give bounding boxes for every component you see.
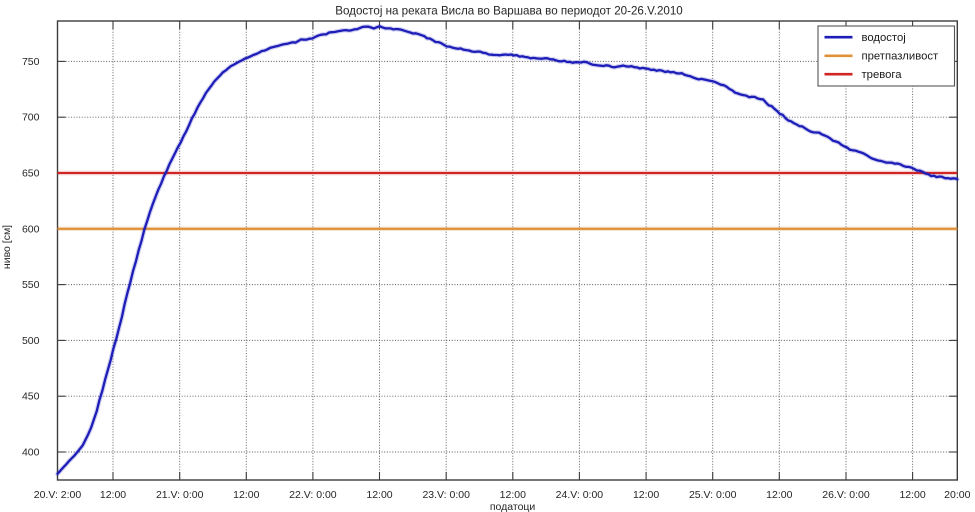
svg-text:12:00: 12:00 <box>500 489 526 501</box>
svg-text:24.V: 0:00: 24.V: 0:00 <box>556 489 604 501</box>
svg-text:500: 500 <box>22 335 40 347</box>
svg-text:12:00: 12:00 <box>899 489 925 501</box>
svg-text:20:00: 20:00 <box>944 489 970 501</box>
svg-text:претпазливост: претпазливост <box>862 51 939 63</box>
svg-text:12:00: 12:00 <box>766 489 792 501</box>
svg-text:20.V: 2:00: 20.V: 2:00 <box>34 489 82 501</box>
svg-text:12:00: 12:00 <box>100 489 126 501</box>
svg-text:750: 750 <box>22 56 40 68</box>
svg-text:450: 450 <box>22 391 40 403</box>
svg-text:23.V: 0:00: 23.V: 0:00 <box>422 489 470 501</box>
svg-text:26.V: 0:00: 26.V: 0:00 <box>822 489 870 501</box>
svg-text:тревога: тревога <box>862 69 903 81</box>
svg-text:700: 700 <box>22 112 40 124</box>
svg-text:25.V: 0:00: 25.V: 0:00 <box>689 489 737 501</box>
svg-text:650: 650 <box>22 168 40 180</box>
svg-text:400: 400 <box>22 447 40 459</box>
svg-text:550: 550 <box>22 279 40 291</box>
svg-text:12:00: 12:00 <box>633 489 659 501</box>
svg-text:600: 600 <box>22 223 40 235</box>
svg-text:Водостој на реката Висла во Ва: Водостој на реката Висла во Варшава во п… <box>335 5 683 18</box>
svg-text:21.V: 0:00: 21.V: 0:00 <box>156 489 204 501</box>
svg-text:12:00: 12:00 <box>233 489 259 501</box>
svg-text:ниво [см]: ниво [см] <box>1 225 13 269</box>
svg-text:22.V: 0:00: 22.V: 0:00 <box>289 489 337 501</box>
svg-text:водостој: водостој <box>862 32 906 44</box>
svg-text:12:00: 12:00 <box>366 489 392 501</box>
svg-text:податоци: податоци <box>490 501 536 512</box>
